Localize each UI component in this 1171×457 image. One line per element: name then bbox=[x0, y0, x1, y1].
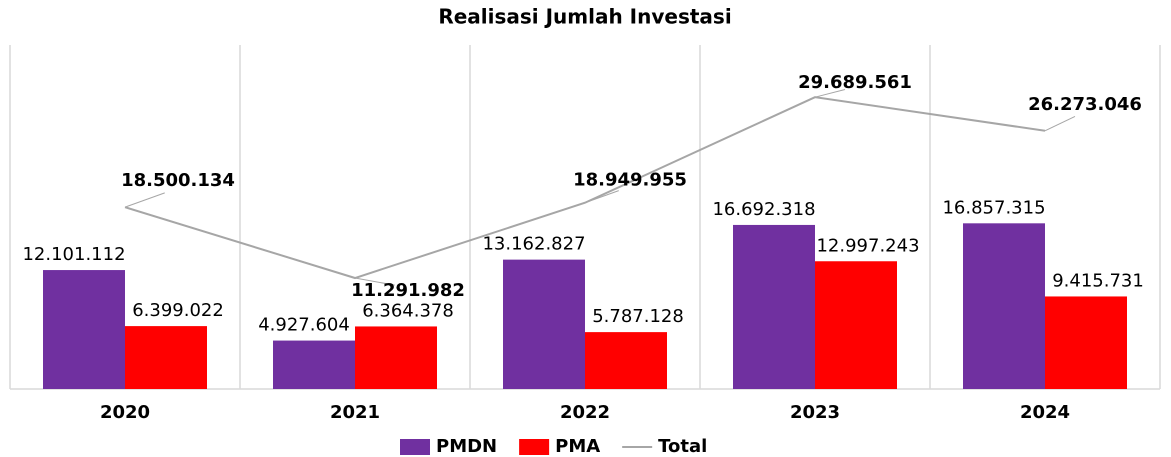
leader-line bbox=[1044, 116, 1076, 132]
legend-label: Total bbox=[658, 436, 707, 457]
data-label: 18.949.955 bbox=[573, 170, 687, 191]
data-label: 13.162.827 bbox=[482, 234, 585, 255]
data-label: 29.689.561 bbox=[798, 72, 912, 93]
data-label: 12.997.243 bbox=[816, 235, 919, 256]
leader-line bbox=[584, 190, 619, 204]
legend-label: PMA bbox=[555, 436, 600, 457]
data-label: 16.857.315 bbox=[942, 197, 1045, 218]
leader-line bbox=[814, 89, 846, 98]
bar bbox=[355, 326, 437, 389]
data-label: 9.415.731 bbox=[1052, 270, 1144, 291]
x-tick-label: 2022 bbox=[560, 402, 610, 423]
data-label: 6.399.022 bbox=[132, 300, 224, 321]
leader-line bbox=[124, 192, 165, 208]
bar bbox=[1045, 296, 1127, 389]
data-label: 6.364.378 bbox=[362, 300, 454, 321]
bar bbox=[733, 224, 815, 389]
bar bbox=[125, 326, 207, 389]
x-tick-label: 2024 bbox=[1020, 402, 1070, 423]
data-label: 4.927.604 bbox=[258, 315, 350, 336]
data-label: 26.273.046 bbox=[1028, 94, 1142, 115]
data-label: 11.291.982 bbox=[351, 280, 465, 301]
x-tick-label: 2020 bbox=[100, 402, 150, 423]
bar bbox=[273, 340, 355, 389]
data-label: 16.692.318 bbox=[712, 199, 815, 220]
bar bbox=[963, 223, 1045, 389]
legend-label: PMDN bbox=[436, 436, 497, 457]
data-label: 18.500.134 bbox=[121, 170, 235, 191]
leader-line bbox=[354, 277, 395, 286]
bar bbox=[43, 270, 125, 389]
bar bbox=[585, 332, 667, 389]
legend-swatch bbox=[400, 439, 430, 455]
x-tick-label: 2023 bbox=[790, 402, 840, 423]
bar bbox=[815, 261, 897, 389]
bar bbox=[503, 259, 585, 389]
legend-swatch bbox=[519, 439, 550, 455]
data-label: 12.101.112 bbox=[22, 244, 125, 265]
x-tick-label: 2021 bbox=[330, 402, 380, 423]
data-label: 5.787.128 bbox=[592, 306, 684, 327]
chart-title: Realisasi Jumlah Investasi bbox=[438, 5, 731, 29]
